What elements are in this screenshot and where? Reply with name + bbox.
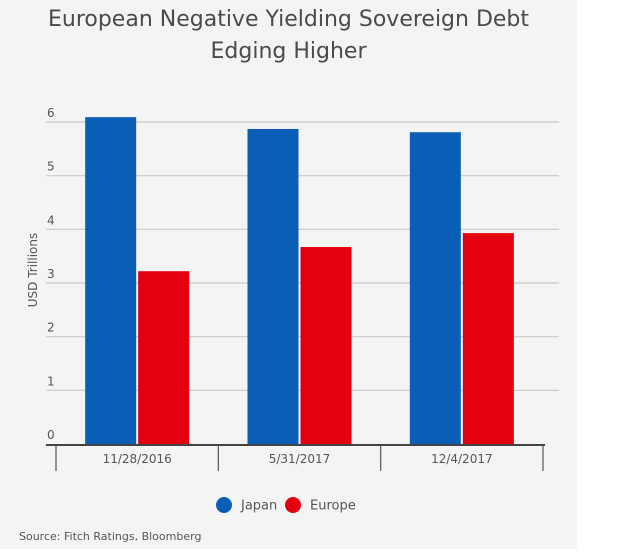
source-note: Source: Fitch Ratings, Bloomberg: [19, 530, 202, 543]
x-tick-label: 12/4/2017: [431, 452, 493, 466]
x-tick-label: 11/28/2016: [103, 452, 172, 466]
legend-swatch-europe: [285, 497, 301, 513]
y-tick-label: 0: [47, 428, 55, 442]
y-axis-label: USD Trillions: [26, 233, 40, 308]
bar-japan: [85, 117, 137, 445]
chart-title: European Negative Yielding Sovereign Deb…: [0, 4, 577, 68]
y-tick-label: 2: [47, 321, 55, 335]
bar-japan: [409, 132, 461, 445]
y-tick-label: 6: [47, 106, 55, 120]
x-tick-label: 5/31/2017: [269, 452, 331, 466]
y-tick-label: 1: [47, 374, 55, 388]
y-tick-label: 5: [47, 160, 55, 174]
y-tick-label: 4: [47, 213, 55, 227]
bar-europe: [300, 247, 352, 444]
bar-europe: [138, 271, 190, 444]
legend-label-japan: Japan: [240, 499, 277, 514]
y-tick-label: 3: [47, 267, 55, 281]
y-axis-ticks: 0 1 2 3 4 5 6: [47, 106, 55, 442]
legend-swatch-japan: [216, 497, 232, 513]
bar-japan: [247, 128, 299, 444]
bar-europe: [462, 233, 514, 444]
legend-label-europe: Europe: [310, 499, 356, 514]
chart-title-line-2: Edging Higher: [210, 39, 367, 64]
legend: Japan Europe: [216, 497, 356, 514]
chart-title-line-1: European Negative Yielding Sovereign Deb…: [47, 7, 530, 32]
bars: [85, 117, 514, 445]
x-axis: 11/28/2016 5/31/2017 12/4/2017: [46, 444, 545, 471]
